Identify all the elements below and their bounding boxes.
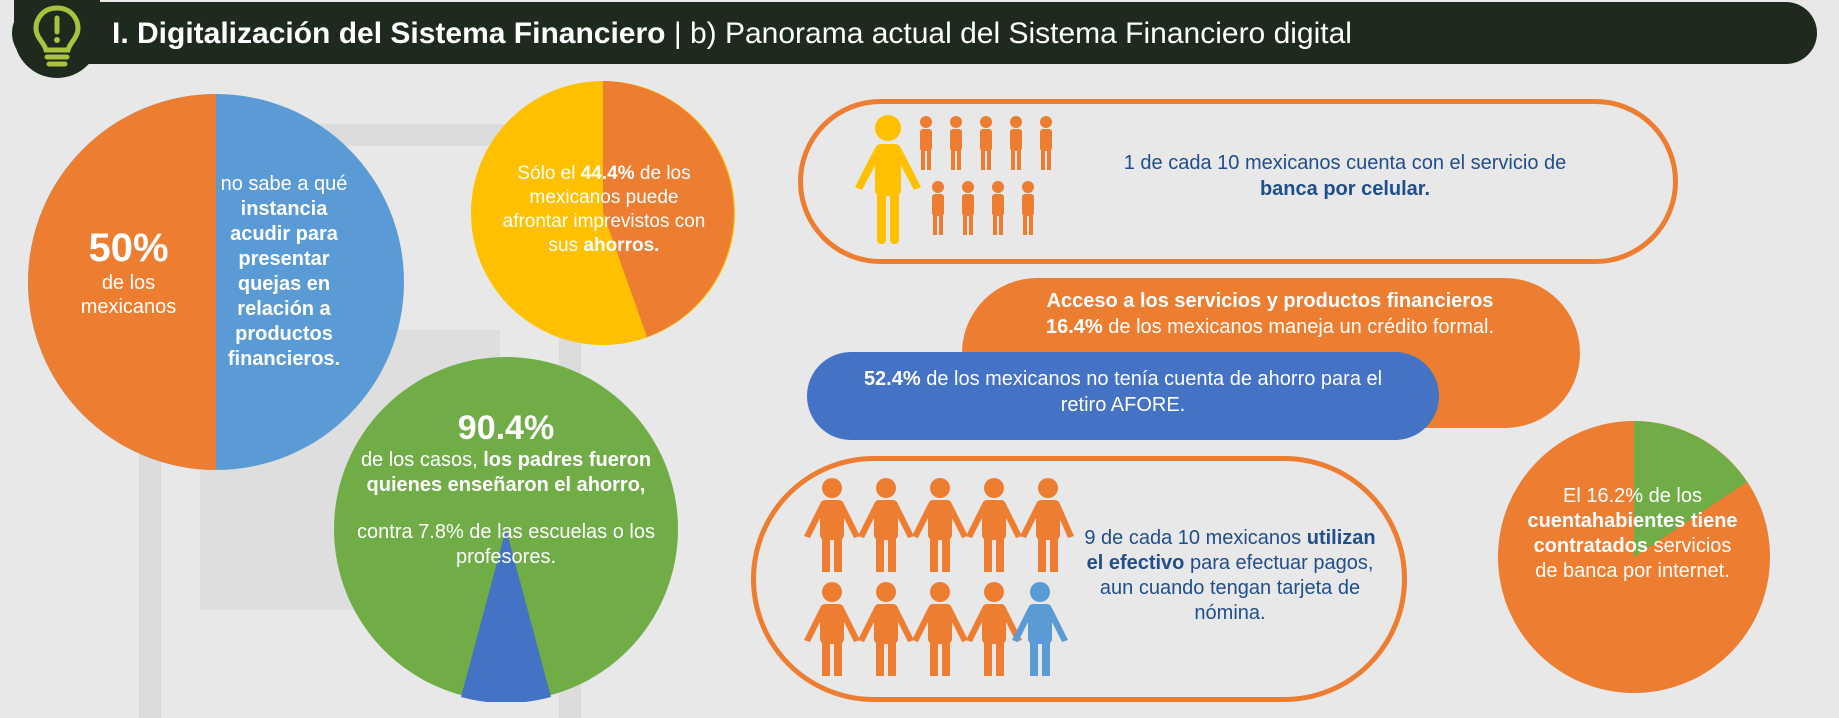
pie-90-percent: 90.4% (457, 409, 555, 447)
afore-percent: 52.4% (863, 368, 921, 390)
person-icon (1012, 582, 1068, 676)
lightbulb-icon (33, 5, 81, 67)
afore-card (807, 352, 1439, 440)
person-icon (932, 181, 944, 235)
efectivo-card (751, 456, 1407, 702)
pie-90-line1-bold: los padres fueron quienes enseñaron el a… (366, 449, 652, 496)
pie-90-blue-slice (461, 529, 551, 702)
person-icon (858, 478, 914, 572)
pie-50-left-text: 50% de los mexicanos (56, 225, 201, 319)
banca-celular-bold: banca por celular. (1259, 178, 1431, 200)
people-group-icon (855, 115, 1052, 244)
banca-celular-card (798, 99, 1678, 264)
pie-90-line1-plain: de los casos, (360, 449, 484, 471)
pie-44-orange-slice (603, 81, 734, 337)
afore-text: 52.4% de los mexicanos no tenía cuenta d… (845, 366, 1401, 418)
acceso-percent: 16.4% (1045, 316, 1103, 338)
pie-50-percent: 50% (88, 226, 169, 270)
people-group-icon (804, 478, 1074, 676)
title-rest: b) Panorama actual del Sistema Financier… (689, 17, 1352, 50)
person-icon (912, 582, 968, 676)
pie-50-left-label: de los mexicanos (80, 272, 177, 318)
efectivo-text: 9 de cada 10 mexicanos utilizan el efect… (1080, 526, 1380, 626)
acceso-text: Acceso a los servicios y productos finan… (985, 288, 1555, 340)
pie-44-text: Sólo el 44.4% de los mexicanos puede afr… (495, 162, 713, 258)
person-icon (966, 478, 1022, 572)
title-separator: | (665, 17, 690, 50)
pie-16-bold: cuentahabientes tiene contratados (1527, 510, 1738, 557)
person-icon (966, 582, 1022, 676)
pie-90-line1: de los casos, los padres fueron quienes … (355, 448, 657, 498)
person-icon (804, 478, 860, 572)
pie-50-right-text: no sabe a qué instancia acudir para pres… (218, 172, 350, 372)
afore-rest: de los mexicanos no tenía cuenta de ahor… (920, 368, 1383, 416)
person-icon (962, 181, 974, 235)
header-bar (12, 2, 1817, 64)
person-icon (804, 582, 860, 676)
pie-44-mid: de los mexicanos puede afrontar imprevis… (502, 163, 706, 256)
efectivo-pre: 9 de cada 10 mexicanos (1084, 527, 1307, 549)
page-title: I. Digitalización del Sistema Financiero… (112, 14, 1352, 54)
pie-44-pre: Sólo el (517, 163, 581, 184)
pie-50-chart (28, 94, 404, 470)
pie-16-pre: El 16.2% de los (1563, 485, 1702, 507)
banca-celular-text: 1 de cada 10 mexicanos cuenta con el ser… (1095, 150, 1595, 202)
person-icon (950, 116, 962, 170)
person-icon (912, 478, 968, 572)
pie-16-green-slice (1634, 421, 1747, 557)
lightbulb-icon-badge (14, 0, 100, 78)
pie-16-post: servicios de banca por internet. (1535, 535, 1732, 582)
efectivo-bold: utilizan el efectivo (1086, 527, 1376, 574)
person-icon (858, 582, 914, 676)
pie-44-percent: 44.4% (580, 163, 635, 184)
pie-16-text: El 16.2% de los cuentahabientes tiene co… (1525, 484, 1740, 584)
person-icon (1040, 116, 1052, 170)
person-icon (920, 116, 932, 170)
pie-50-right-plain: no sabe a qué (220, 173, 348, 195)
person-icon (1022, 181, 1034, 235)
pie-90-line2: contra 7.8% de las escuelas o los profes… (357, 521, 655, 568)
efectivo-post: para efectuar pagos, aun cuando tengan t… (1099, 552, 1374, 624)
title-bold: I. Digitalización del Sistema Financiero (112, 17, 666, 50)
pie-50-orange-half (28, 94, 216, 470)
pie-16-chart (1498, 421, 1770, 693)
acceso-rest: de los mexicanos maneja un crédito forma… (1102, 316, 1495, 338)
pie-90-chart (334, 357, 678, 702)
person-icon (1010, 116, 1022, 170)
person-icon (1020, 478, 1074, 572)
person-icon (855, 115, 921, 244)
person-icon (980, 116, 992, 170)
pie-44-chart (471, 81, 735, 345)
pie-44-bold: ahorros. (583, 235, 660, 256)
pie-90-text: 90.4% de los casos, los padres fueron qu… (355, 408, 657, 570)
acceso-title: Acceso a los servicios y productos finan… (1046, 290, 1494, 312)
banca-celular-plain: 1 de cada 10 mexicanos cuenta con el ser… (1123, 152, 1567, 174)
pie-50-right-bold: instancia acudir para presentar quejas e… (227, 198, 341, 370)
person-icon (992, 181, 1004, 235)
